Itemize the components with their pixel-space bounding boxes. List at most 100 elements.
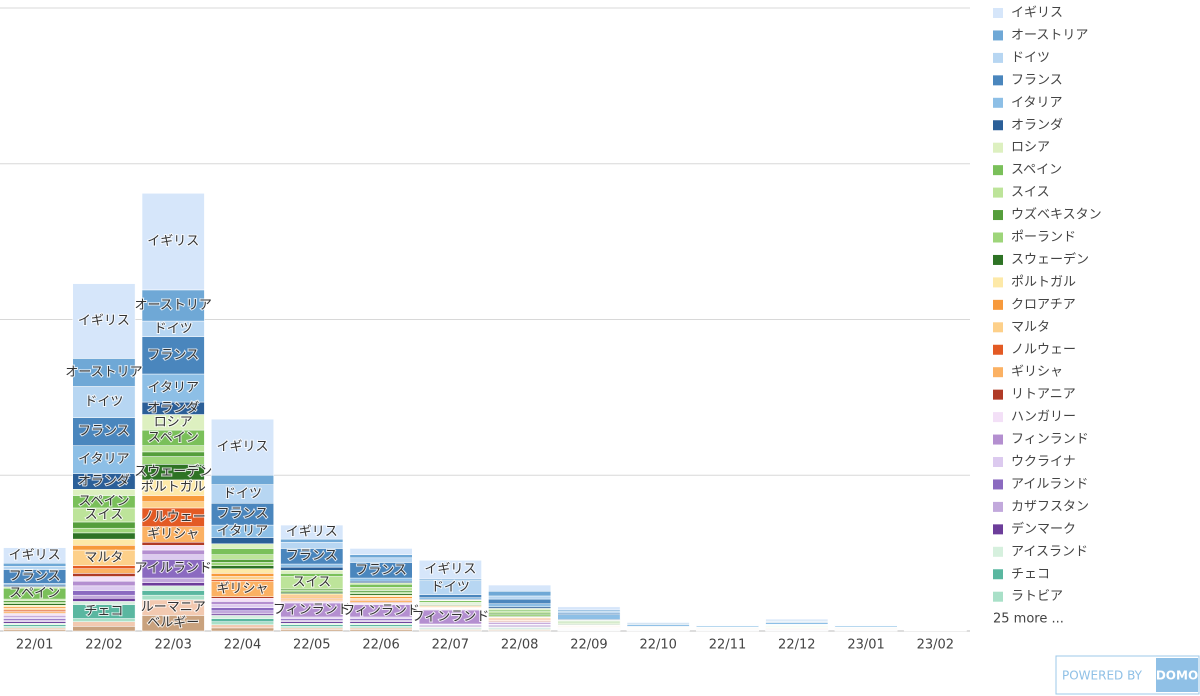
bar-segment bbox=[211, 554, 274, 560]
legend-label: フランス bbox=[1011, 73, 1063, 88]
data-label: ギリシャ bbox=[147, 527, 199, 542]
x-tick-label: 22/04 bbox=[224, 638, 261, 653]
legend-item[interactable]: ロシア bbox=[993, 140, 1050, 155]
bar-segment bbox=[141, 590, 205, 596]
branding-badge[interactable]: POWERED BY DOMO bbox=[1055, 655, 1200, 695]
legend-item[interactable]: クロアチア bbox=[993, 297, 1076, 312]
bar-segment bbox=[211, 562, 274, 566]
data-label: ドイツ bbox=[223, 486, 262, 501]
legend-item[interactable]: アイルランド bbox=[993, 477, 1088, 492]
legend-item[interactable]: スペイン bbox=[993, 163, 1062, 178]
legend-swatch bbox=[993, 277, 1003, 288]
data-label: ドイツ bbox=[431, 580, 470, 595]
legend-label: ギリシャ bbox=[1011, 365, 1063, 380]
legend-item[interactable]: ウクライナ bbox=[993, 455, 1076, 470]
data-label: フィンランド bbox=[411, 609, 489, 624]
bar-segment bbox=[72, 417, 136, 446]
legend-item[interactable]: フィンランド bbox=[993, 432, 1089, 447]
bar-segment bbox=[211, 598, 274, 602]
legend-item[interactable]: イギリス bbox=[993, 6, 1063, 21]
bar-segment bbox=[141, 501, 205, 509]
x-tick-label: 23/02 bbox=[917, 638, 954, 653]
bar-segment bbox=[211, 573, 274, 577]
data-label: フランス bbox=[9, 569, 61, 584]
legend-item[interactable]: フランス bbox=[993, 73, 1063, 88]
bar-segment bbox=[72, 386, 136, 418]
data-label: チェコ bbox=[84, 604, 123, 619]
bar-segment bbox=[488, 598, 552, 604]
data-label: オランダ bbox=[147, 401, 199, 416]
legend-item[interactable]: デンマーク bbox=[993, 521, 1076, 537]
legend-label: アイスランド bbox=[1011, 544, 1088, 559]
bar-segment bbox=[349, 548, 413, 555]
bar-segment bbox=[72, 527, 136, 534]
legend-swatch bbox=[993, 142, 1003, 153]
bar-segment bbox=[211, 607, 274, 612]
bar-segment bbox=[72, 576, 136, 582]
legend-item[interactable]: ノルウェー bbox=[993, 342, 1076, 357]
x-tick-label: 22/09 bbox=[570, 638, 607, 653]
bar-segment bbox=[211, 604, 274, 608]
data-label: ドイツ bbox=[84, 395, 123, 410]
legend-item[interactable]: イタリア bbox=[993, 95, 1062, 110]
legend-swatch bbox=[993, 187, 1003, 198]
bar-segment bbox=[141, 495, 205, 502]
legend-item[interactable]: ドイツ bbox=[993, 50, 1050, 65]
legend-item[interactable]: ハンガリー bbox=[993, 410, 1076, 425]
data-label: スペイン bbox=[9, 586, 60, 601]
legend-item[interactable]: ギリシャ bbox=[993, 365, 1063, 380]
data-label: イギリス bbox=[9, 548, 61, 563]
data-label: ルーマニア bbox=[141, 600, 206, 615]
legend-swatch bbox=[993, 412, 1003, 423]
legend-label: ポルトガル bbox=[1011, 275, 1076, 290]
legend-swatch bbox=[993, 30, 1003, 41]
data-label: ドイツ bbox=[154, 321, 193, 336]
legend-item[interactable]: リトアニア bbox=[993, 387, 1076, 402]
bar-segment bbox=[141, 541, 205, 546]
bar-segment bbox=[349, 587, 413, 591]
legend-more[interactable]: 25 more ... bbox=[993, 612, 1064, 627]
data-label: フランス bbox=[217, 507, 269, 522]
legend-item[interactable]: スイス bbox=[993, 185, 1050, 200]
legend-item[interactable]: スウェーデン bbox=[993, 251, 1089, 267]
legend-label: リトアニア bbox=[1011, 387, 1076, 402]
legend-swatch bbox=[993, 254, 1003, 265]
legend-swatch bbox=[993, 367, 1003, 378]
bar-segment bbox=[72, 580, 136, 587]
x-tick-label: 22/01 bbox=[16, 638, 53, 653]
legend-item[interactable]: ポーランド bbox=[993, 230, 1076, 245]
legend-label: ウズベキスタン bbox=[1011, 207, 1102, 223]
legend-label: フィンランド bbox=[1011, 432, 1089, 447]
legend-label: スイス bbox=[1011, 185, 1050, 200]
data-label: フィンランド bbox=[273, 602, 351, 617]
legend-swatch bbox=[993, 165, 1003, 176]
data-label: イギリス bbox=[286, 525, 338, 540]
legend-item[interactable]: カザフスタン bbox=[993, 499, 1089, 514]
data-label: ポルトガル bbox=[141, 480, 206, 495]
legend-swatch bbox=[993, 344, 1003, 355]
legend-item[interactable]: オランダ bbox=[993, 118, 1063, 133]
legend-item[interactable]: ラトビア bbox=[993, 589, 1063, 604]
x-tick-label: 22/11 bbox=[709, 638, 746, 653]
legend-swatch bbox=[993, 479, 1003, 490]
legend-item[interactable]: アイスランド bbox=[993, 544, 1088, 559]
legend-item[interactable]: オーストリア bbox=[993, 28, 1088, 43]
data-label: オランダ bbox=[78, 474, 130, 489]
legend-item[interactable]: ポルトガル bbox=[993, 275, 1076, 290]
data-label: スペイン bbox=[148, 430, 199, 445]
legend-item[interactable]: マルタ bbox=[993, 320, 1050, 335]
bar-segment bbox=[141, 373, 205, 403]
legend-label: イギリス bbox=[1011, 6, 1063, 21]
legend-label: ハンガリー bbox=[1011, 410, 1076, 425]
bar-segment bbox=[72, 445, 136, 474]
x-tick-label: 22/12 bbox=[778, 638, 815, 653]
legend-swatch bbox=[993, 8, 1003, 18]
bar-segment bbox=[211, 621, 274, 626]
bar-segment bbox=[211, 627, 274, 632]
legend-item[interactable]: チェコ bbox=[993, 567, 1050, 582]
data-label: イタリア bbox=[217, 524, 268, 539]
x-tick-label: 22/08 bbox=[501, 638, 538, 653]
legend-item[interactable]: ウズベキスタン bbox=[993, 207, 1102, 223]
legend-swatch bbox=[993, 524, 1003, 535]
